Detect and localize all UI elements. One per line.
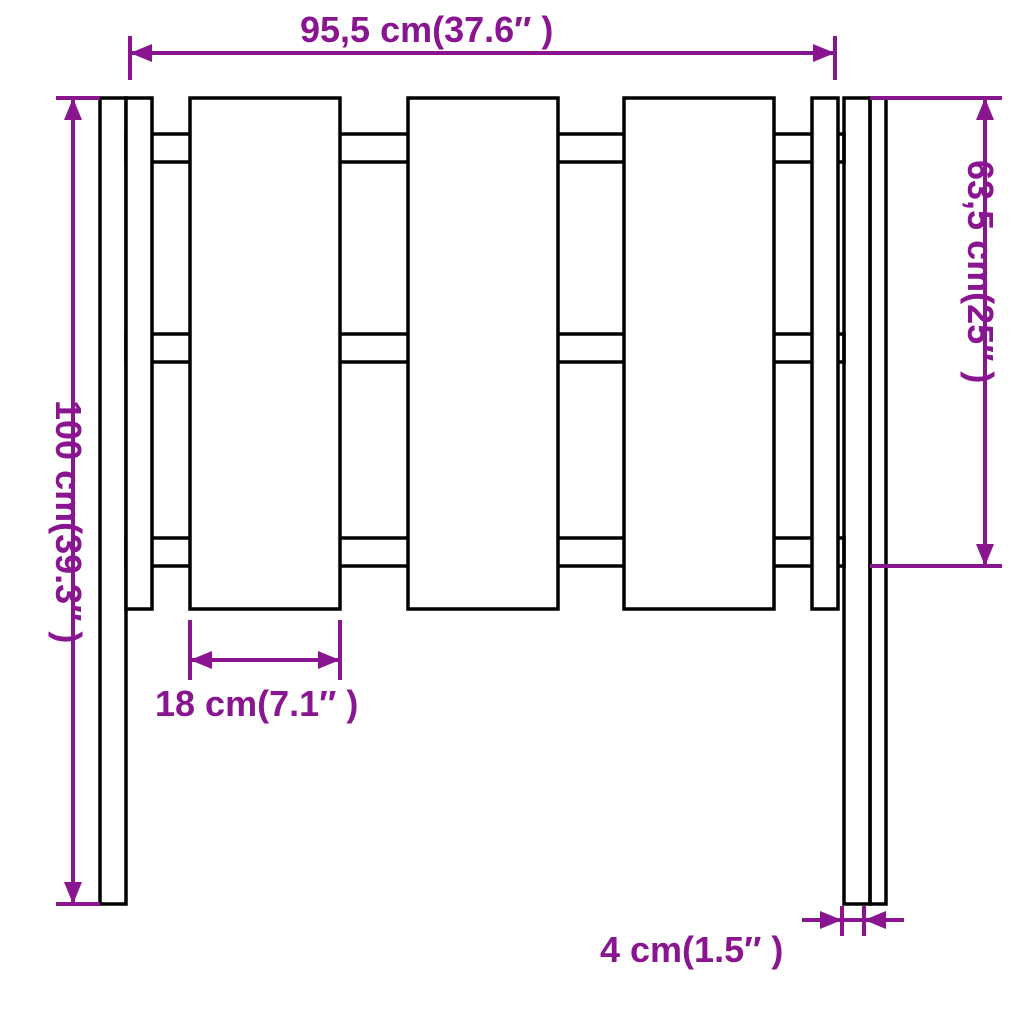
dimension-slat-width [190, 620, 340, 680]
dimension-label: 95,5 cm(37.6″ ) [300, 9, 553, 50]
dimension-post-depth [802, 906, 904, 936]
dimension-label: 63,5 cm(25″ ) [960, 160, 1001, 383]
dimension-label: 4 cm(1.5″ ) [600, 929, 783, 970]
dimension-label: 18 cm(7.1″ ) [155, 683, 358, 724]
dimension-label: 100 cm(39.3″ ) [48, 400, 89, 643]
headboard-outline [100, 98, 886, 904]
